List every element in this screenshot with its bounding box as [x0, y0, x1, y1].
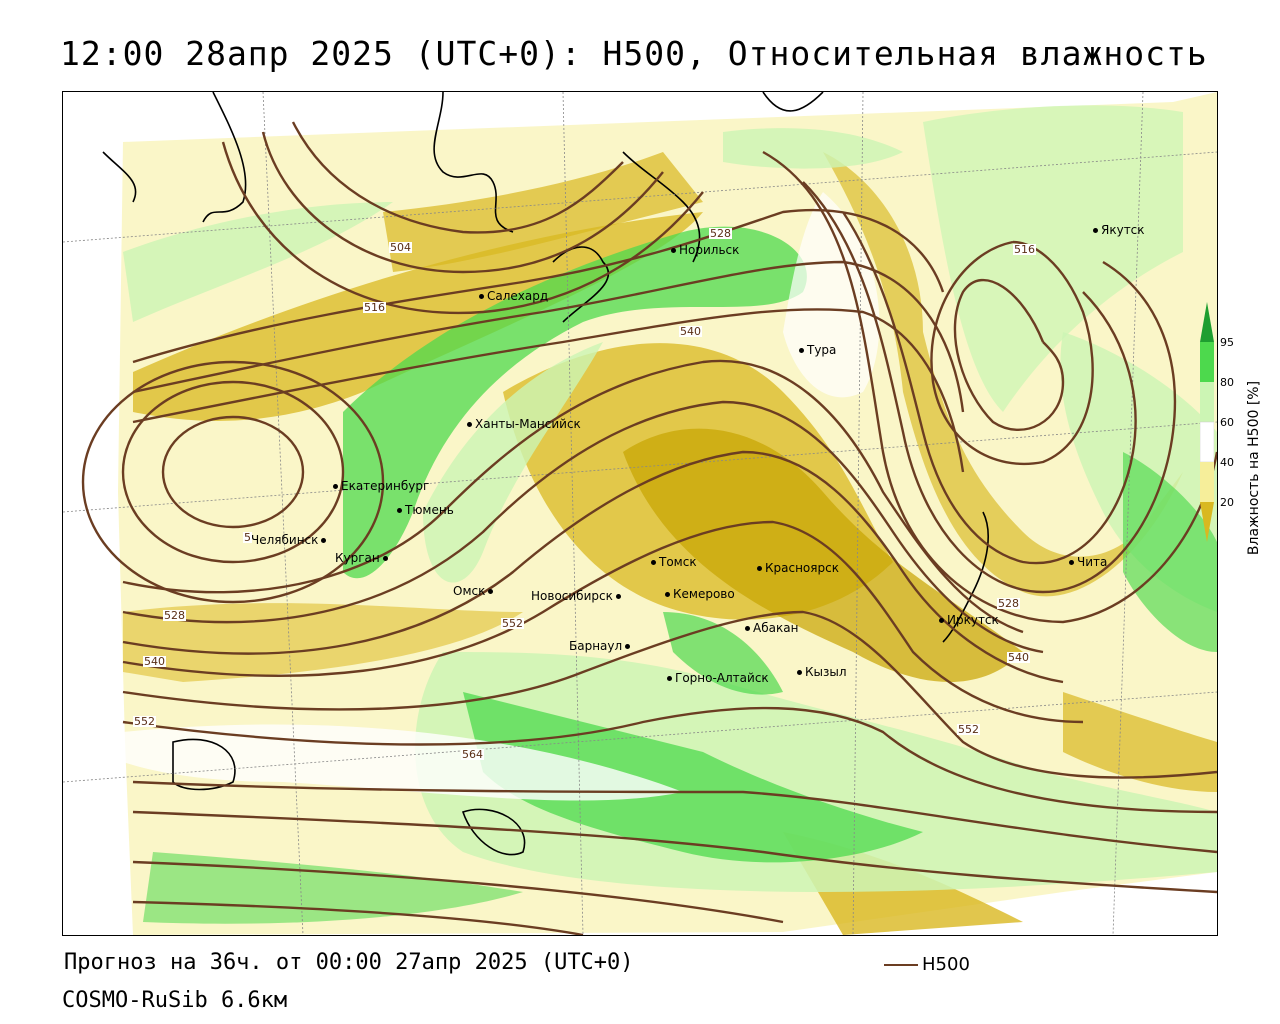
- colorbar-tick: 20: [1220, 496, 1234, 509]
- humidity-field: [63, 92, 1217, 935]
- isoline-label: 564: [461, 748, 484, 761]
- model-name: COSMO-RuSib 6.6км: [62, 988, 288, 1013]
- city-label: Норильск: [671, 244, 739, 256]
- city-label: Барнаул: [569, 640, 633, 652]
- isoline-label: 528: [997, 597, 1020, 610]
- isoline-label: 552: [957, 723, 980, 736]
- forecast-info: Прогноз на 36ч. от 00:00 27апр 2025 (UTC…: [64, 950, 634, 975]
- city-label: Салехард: [479, 290, 548, 302]
- city-label: Томск: [651, 556, 697, 568]
- colorbar-tick: 80: [1220, 376, 1234, 389]
- colorbar-tick: 95: [1220, 336, 1234, 349]
- isoline-label: 516: [1013, 243, 1036, 256]
- isoline-label: 528: [163, 609, 186, 622]
- isoline-label: 552: [133, 715, 156, 728]
- h500-contours: [81, 121, 1217, 935]
- isoline-label: 528: [709, 227, 732, 240]
- city-label: Якутск: [1093, 224, 1145, 236]
- colorbar-tick: 60: [1220, 416, 1234, 429]
- city-label: Тюмень: [397, 504, 454, 516]
- colorbar-title: Влажность на H500 [%]: [1246, 380, 1262, 556]
- isoline-label: 504: [389, 241, 412, 254]
- h500-legend-swatch: [884, 964, 918, 966]
- isoline-label: 540: [143, 655, 166, 668]
- isoline-label: 540: [679, 325, 702, 338]
- map-panel: 504 516 528 540 516 5 528 540 552 564 55…: [62, 91, 1218, 936]
- isoline-label: 5: [243, 531, 252, 544]
- isoline-label: 516: [363, 301, 386, 314]
- city-label: Ханты-Мансийск: [467, 418, 581, 430]
- city-label: Чита: [1069, 556, 1107, 568]
- city-label: Омск: [453, 585, 496, 597]
- colorbar-tick: 40: [1220, 456, 1234, 469]
- city-label: Новосибирск: [531, 590, 624, 602]
- city-label: Абакан: [745, 622, 798, 634]
- city-label: Горно-Алтайск: [667, 672, 769, 684]
- city-label: Красноярск: [757, 562, 839, 574]
- city-label: Екатеринбург: [333, 480, 429, 492]
- humidity-colorbar: [1200, 302, 1214, 542]
- city-label: Курган: [335, 552, 391, 564]
- isoline-label: 540: [1007, 651, 1030, 664]
- isoline-label: 552: [501, 617, 524, 630]
- map-title: 12:00 28апр 2025 (UTC+0): H500, Относите…: [60, 34, 1208, 73]
- city-label: Челябинск: [251, 534, 329, 546]
- h500-legend-label: H500: [922, 954, 970, 975]
- city-label: Кемерово: [665, 588, 735, 600]
- city-label: Кызыл: [797, 666, 847, 678]
- city-label: Тура: [799, 344, 836, 356]
- city-label: Иркутск: [939, 614, 999, 626]
